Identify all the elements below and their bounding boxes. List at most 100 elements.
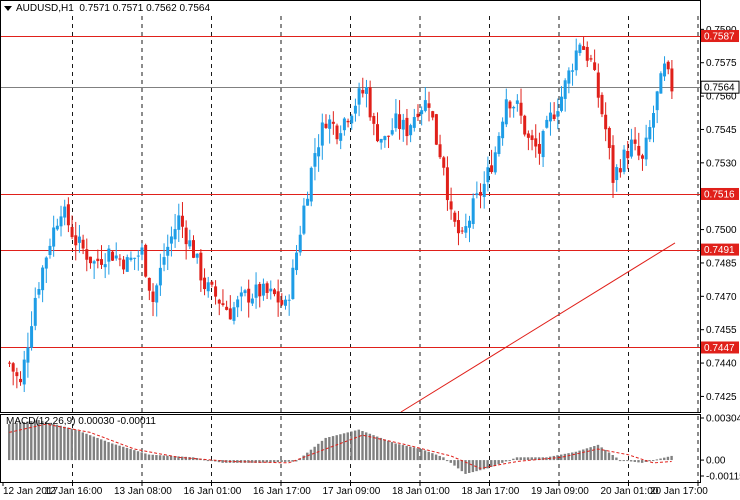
macd-bar (453, 460, 456, 466)
macd-bar (100, 439, 103, 461)
macd-bar (346, 432, 349, 461)
macd-bar (376, 436, 379, 461)
macd-bar (633, 460, 636, 462)
candle-body (482, 183, 486, 197)
dropdown-triangle-icon[interactable] (4, 5, 12, 11)
macd-bar (85, 433, 88, 461)
candle (475, 181, 479, 199)
macd-bar (26, 421, 29, 461)
candle-body (63, 206, 67, 218)
macd-bar (390, 442, 394, 461)
macd-bar (111, 443, 114, 461)
candle (15, 367, 19, 389)
price-level-label: 0.7447 (704, 343, 735, 354)
macd-bar (589, 447, 592, 461)
time-tick-label: 20 Jan 17:00 (650, 486, 708, 497)
macd-bar (401, 445, 405, 461)
candle-body (320, 122, 324, 146)
macd-bar (331, 436, 335, 461)
macd-tick-label: 0.00304 (706, 414, 740, 425)
candle-body (55, 225, 59, 230)
macd-bar (254, 460, 257, 463)
candle-body (449, 201, 453, 210)
candle (291, 259, 295, 300)
candle (335, 123, 339, 145)
candle-body (217, 299, 221, 304)
macd-bar (659, 458, 662, 461)
candle-body (475, 193, 479, 196)
candle (364, 79, 368, 108)
main-panel-frame (0, 0, 701, 413)
price-level-label: 0.7516 (704, 189, 735, 200)
candle (611, 135, 615, 198)
candle-body (239, 292, 243, 297)
macd-bar (666, 456, 670, 461)
macd-bar (324, 437, 327, 461)
macd-bar (515, 457, 519, 461)
price-level-labels: 0.7587 0.7516 0.7491 0.7447 0.7564 (700, 30, 740, 354)
candle-body (232, 307, 236, 321)
candle-body (357, 88, 361, 105)
macd-bar (504, 460, 508, 462)
candle (269, 280, 273, 300)
candle (615, 164, 619, 192)
macd-bar (427, 451, 430, 461)
macd-bar (471, 460, 475, 473)
candle-body (541, 130, 545, 158)
candle (298, 225, 302, 256)
candle (530, 129, 534, 151)
candle-body (637, 145, 641, 156)
macd-bar (22, 422, 26, 461)
candle-body (574, 50, 578, 71)
candle (515, 94, 519, 112)
macd-bar (519, 457, 522, 461)
macd-bar (122, 446, 125, 461)
candle-body (648, 127, 652, 140)
candle (107, 245, 111, 275)
candle (464, 213, 468, 238)
macd-bar (125, 447, 129, 461)
macd-bar (585, 448, 589, 461)
candle-body (199, 252, 203, 281)
candle (479, 183, 483, 209)
candle (166, 234, 170, 270)
candle (523, 114, 527, 137)
candle (85, 238, 89, 272)
macd-bar (350, 431, 353, 461)
candle (582, 36, 586, 50)
macd-bar (287, 460, 291, 462)
macd-bar (537, 457, 541, 461)
candle (508, 100, 512, 118)
macd-bar (81, 432, 84, 461)
macd-bar (456, 460, 460, 469)
candle (637, 132, 641, 161)
candle-body (640, 155, 644, 159)
macd-bar (136, 451, 140, 461)
macd-bar (482, 460, 486, 470)
candle (295, 245, 299, 275)
candle (243, 288, 247, 297)
candle (534, 124, 538, 158)
candle (560, 86, 563, 113)
macd-bar (261, 460, 265, 463)
candle-body (96, 258, 100, 262)
macd-bar (431, 453, 434, 461)
macd-bar (578, 450, 581, 461)
candle-body (353, 105, 357, 114)
candle (350, 114, 354, 130)
candle-body (515, 100, 519, 104)
candle-body (265, 283, 269, 293)
candle-body (155, 285, 159, 303)
candle (287, 294, 291, 316)
candle (214, 280, 218, 305)
candle-body (652, 112, 655, 128)
candle-body (545, 119, 549, 128)
candle (434, 113, 438, 146)
macd-bar (118, 445, 121, 461)
macd-bar (604, 449, 607, 461)
time-tick-label: 12 Jan 2017 (3, 486, 58, 497)
macd-bar (328, 437, 331, 461)
candle (203, 268, 207, 296)
candle (111, 250, 115, 262)
